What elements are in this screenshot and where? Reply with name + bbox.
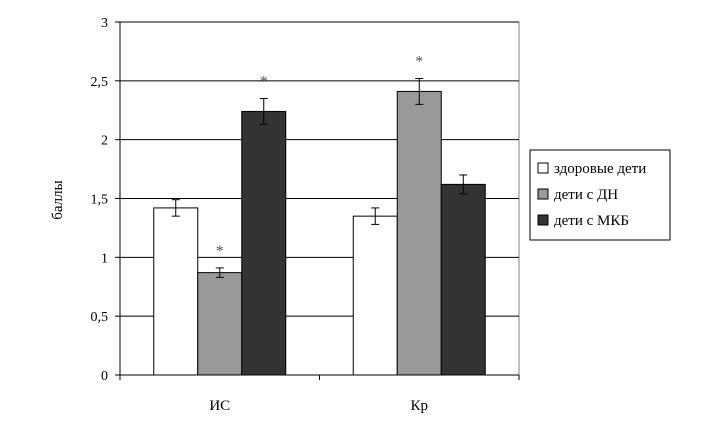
bar-3-2 [440,183,486,376]
significance-marker: * [260,73,268,90]
legend-swatch [537,162,549,174]
y-tick-label: 1,5 [91,193,109,208]
y-tick-label: 3 [101,16,108,31]
bar-3-1 [241,110,287,376]
legend-entry-label: дети с ДН [554,187,618,203]
legend-entry-label: здоровые дети [554,161,646,177]
significance-marker: * [415,53,423,70]
legend-box [529,149,671,241]
x-category-label: ИС [209,398,230,414]
y-tick-label: 2,5 [91,75,109,90]
y-tick-label: 0 [101,369,108,384]
y-tick-label: 2 [101,134,108,149]
bar-2-2 [396,90,442,376]
bar-1-1 [153,207,199,376]
x-category-label: Кр [410,398,428,414]
legend-swatch [537,214,549,226]
legend-entry-label: дети с МКБ [554,213,629,229]
significance-marker: * [216,243,224,260]
y-tick-label: 1 [101,251,108,266]
bar-1-2 [352,215,398,376]
y-axis-title: баллы [50,180,66,219]
y-tick-label: 0,5 [91,310,109,325]
legend-swatch [537,188,549,200]
bar-2-1 [197,272,243,376]
